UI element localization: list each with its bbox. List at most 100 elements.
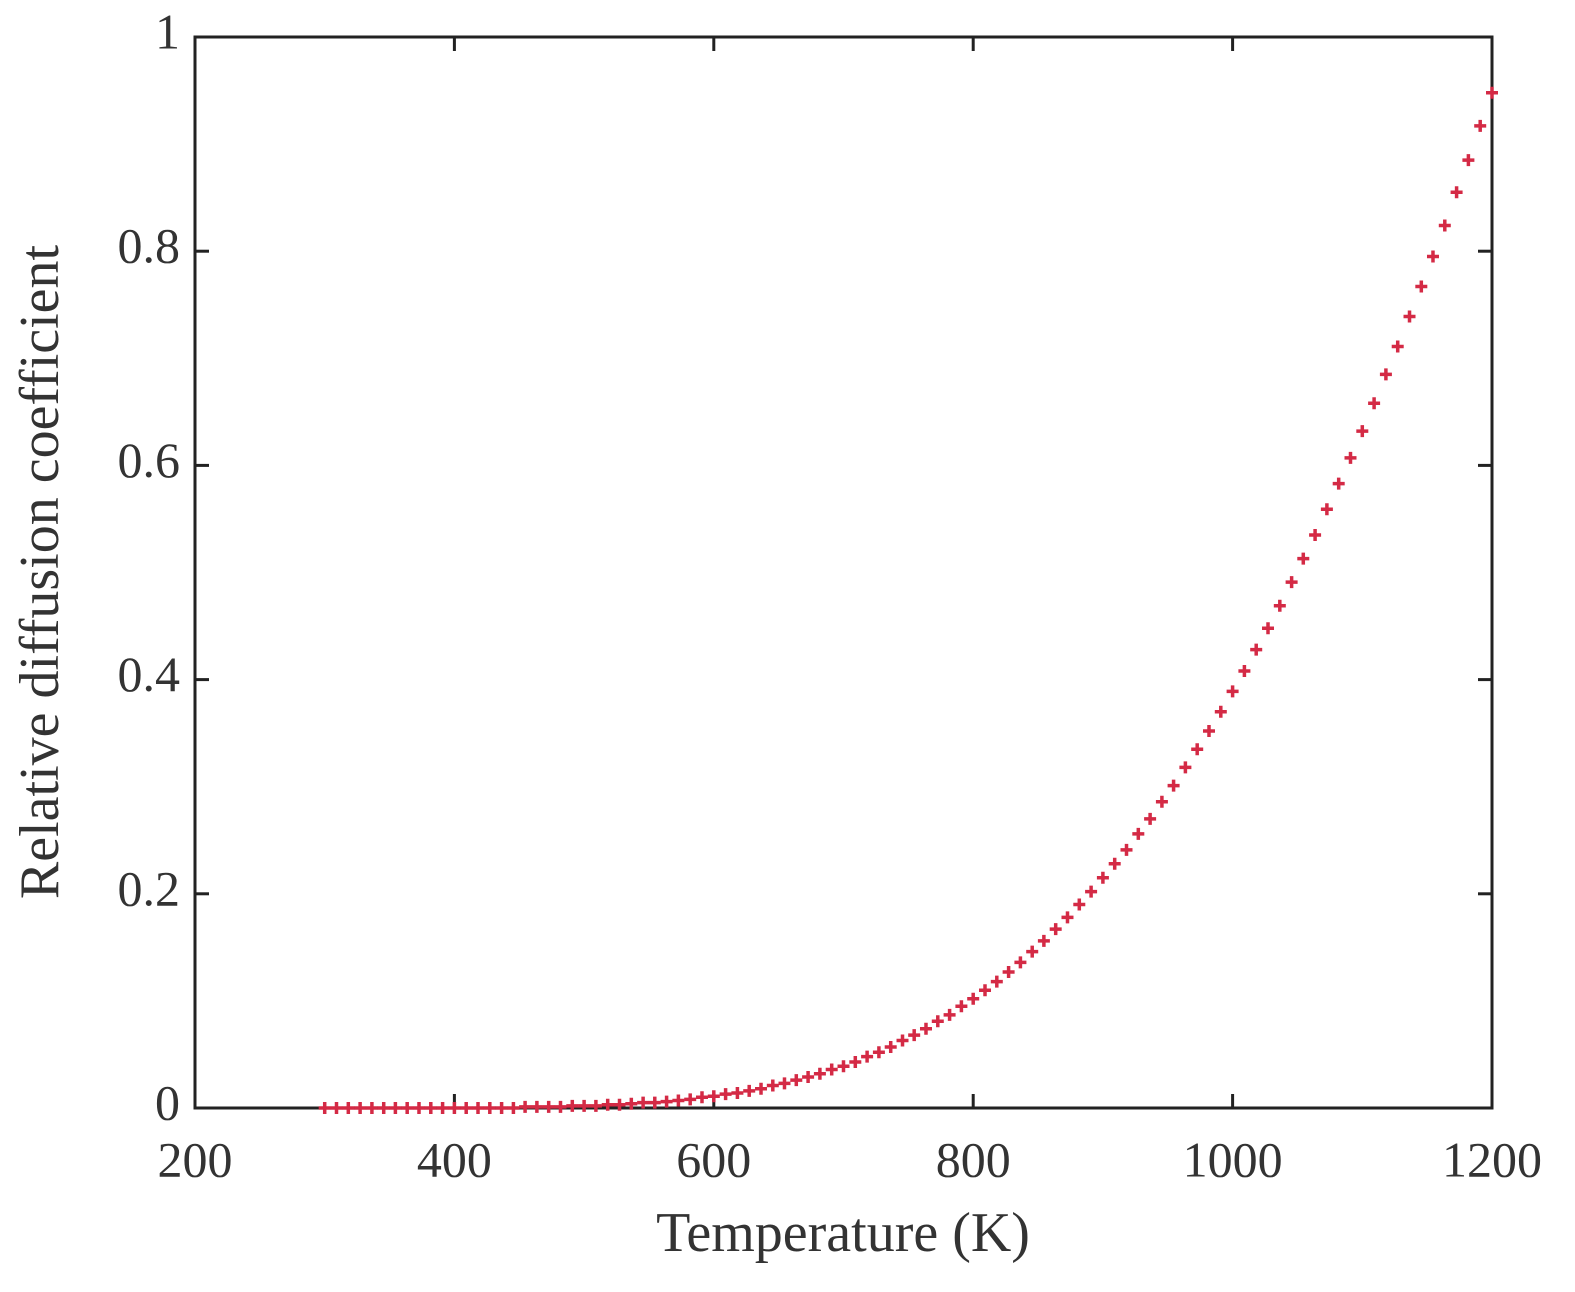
marker bbox=[943, 1008, 956, 1021]
marker bbox=[507, 1102, 520, 1114]
marker bbox=[1144, 812, 1157, 825]
marker bbox=[1474, 119, 1487, 132]
marker bbox=[460, 1102, 473, 1114]
marker bbox=[1297, 552, 1310, 565]
marker bbox=[1167, 779, 1180, 792]
marker bbox=[731, 1087, 744, 1100]
marker bbox=[330, 1102, 343, 1114]
marker bbox=[1026, 945, 1039, 958]
marker bbox=[318, 1102, 331, 1114]
marker bbox=[1262, 622, 1275, 635]
marker bbox=[1309, 529, 1322, 542]
marker bbox=[495, 1102, 508, 1114]
marker bbox=[919, 1022, 932, 1035]
marker bbox=[1368, 397, 1381, 410]
marker bbox=[1344, 451, 1357, 464]
y-axis-label: Relative diffusion coefficient bbox=[9, 244, 71, 899]
y-tick-label: 0.8 bbox=[118, 218, 181, 274]
x-tick-label: 1200 bbox=[1442, 1131, 1542, 1187]
marker bbox=[1085, 885, 1098, 898]
y-tick-label: 1 bbox=[155, 3, 180, 59]
marker bbox=[849, 1055, 862, 1068]
marker bbox=[837, 1060, 850, 1073]
marker bbox=[448, 1102, 461, 1114]
marker bbox=[601, 1098, 614, 1111]
marker bbox=[472, 1102, 485, 1114]
marker bbox=[743, 1084, 756, 1097]
marker bbox=[990, 975, 1003, 988]
marker bbox=[1108, 857, 1121, 870]
marker bbox=[790, 1074, 803, 1087]
marker bbox=[1014, 956, 1027, 969]
marker bbox=[1438, 219, 1451, 232]
marker bbox=[554, 1100, 567, 1113]
marker bbox=[589, 1099, 602, 1112]
marker bbox=[684, 1093, 697, 1106]
plot-frame bbox=[193, 35, 1494, 1110]
marker bbox=[967, 992, 980, 1005]
marker bbox=[755, 1082, 768, 1095]
marker bbox=[519, 1100, 532, 1113]
x-tick-label: 200 bbox=[158, 1131, 233, 1187]
marker bbox=[778, 1077, 791, 1090]
marker bbox=[1415, 280, 1428, 293]
marker bbox=[436, 1102, 449, 1114]
marker bbox=[401, 1102, 414, 1114]
y-tick-label: 0.2 bbox=[118, 860, 181, 916]
marker bbox=[1273, 599, 1286, 612]
marker bbox=[1037, 934, 1050, 947]
marker bbox=[365, 1102, 378, 1114]
marker bbox=[424, 1102, 437, 1114]
y-tick-label: 0.6 bbox=[118, 432, 181, 488]
marker bbox=[955, 1000, 968, 1013]
marker bbox=[1191, 743, 1204, 756]
marker bbox=[637, 1096, 650, 1109]
marker bbox=[354, 1102, 367, 1114]
marker bbox=[979, 984, 992, 997]
x-tick-label: 800 bbox=[936, 1131, 1011, 1187]
marker bbox=[1002, 965, 1015, 978]
marker bbox=[412, 1102, 425, 1114]
marker bbox=[707, 1090, 720, 1103]
marker bbox=[861, 1050, 874, 1063]
marker bbox=[1155, 795, 1168, 808]
marker bbox=[1391, 340, 1404, 353]
marker bbox=[695, 1091, 708, 1104]
y-tick-label: 0 bbox=[155, 1074, 180, 1130]
x-tick-label: 1000 bbox=[1183, 1131, 1283, 1187]
marker bbox=[613, 1098, 626, 1111]
marker bbox=[719, 1088, 732, 1101]
marker bbox=[1120, 843, 1133, 856]
marker bbox=[625, 1097, 638, 1110]
marker bbox=[1132, 827, 1145, 840]
marker bbox=[872, 1046, 885, 1059]
marker bbox=[578, 1099, 591, 1112]
marker bbox=[825, 1063, 838, 1076]
marker bbox=[896, 1034, 909, 1047]
marker bbox=[802, 1070, 815, 1083]
marker bbox=[1202, 725, 1215, 738]
marker bbox=[1073, 898, 1086, 911]
marker bbox=[660, 1095, 673, 1108]
marker bbox=[672, 1094, 685, 1107]
x-axis-label: Temperature (K) bbox=[656, 1202, 1030, 1264]
y-tick-label: 0.4 bbox=[118, 646, 181, 702]
marker bbox=[1486, 86, 1498, 99]
marker bbox=[1049, 923, 1062, 936]
marker bbox=[766, 1079, 779, 1092]
marker bbox=[530, 1100, 543, 1113]
x-tick-label: 400 bbox=[417, 1131, 492, 1187]
marker bbox=[1426, 250, 1439, 263]
marker bbox=[1096, 871, 1109, 884]
marker bbox=[813, 1067, 826, 1080]
marker bbox=[908, 1029, 921, 1042]
marker bbox=[389, 1102, 402, 1114]
x-tick-label: 600 bbox=[676, 1131, 751, 1187]
marker bbox=[1226, 685, 1239, 698]
marker bbox=[1403, 310, 1416, 323]
marker bbox=[377, 1102, 390, 1114]
marker bbox=[884, 1040, 897, 1053]
marker bbox=[1250, 643, 1263, 656]
